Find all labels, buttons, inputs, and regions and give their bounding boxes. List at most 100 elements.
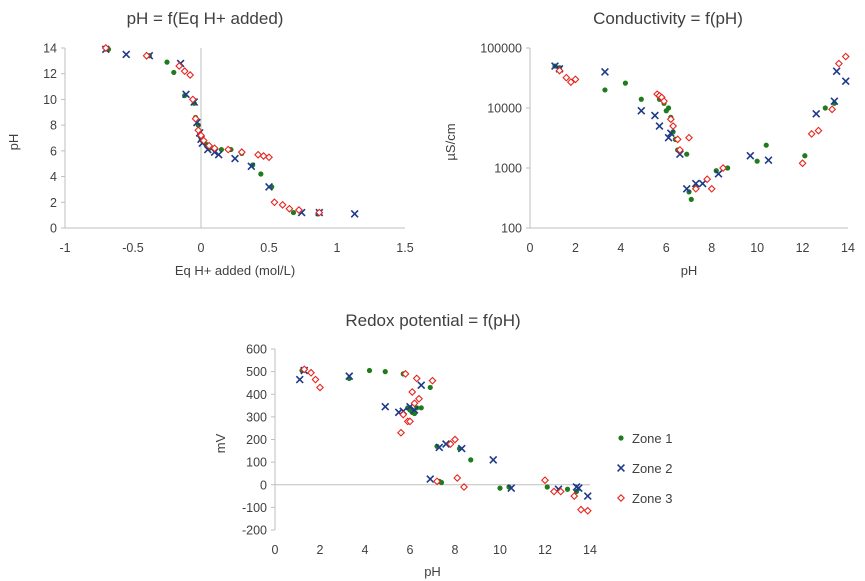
data-point bbox=[684, 151, 690, 157]
data-point bbox=[834, 59, 843, 68]
legend-item-zone-1: Zone 1 bbox=[618, 431, 672, 446]
data-point bbox=[571, 75, 580, 84]
x-tick-label: 1 bbox=[334, 241, 341, 255]
y-axis-label: µS/cm bbox=[443, 123, 458, 160]
chart-ph-vs-eq-h-added: pH = f(Eq H+ added) -1 -0.5 0 0.5 1 1.5 0 2 4 6 8 10… bbox=[6, 9, 414, 278]
x-tick-label: 10 bbox=[750, 241, 764, 255]
data-point bbox=[725, 165, 731, 171]
x-tick-label: 1.5 bbox=[396, 241, 413, 255]
legend: Zone 1 Zone 2 Zone 3 bbox=[617, 431, 672, 506]
data-point bbox=[583, 492, 592, 501]
y-tick-label: 600 bbox=[246, 343, 267, 357]
y-tick-label: 1000 bbox=[494, 162, 522, 176]
data-point bbox=[210, 144, 219, 153]
data-point bbox=[566, 78, 575, 87]
series-3 bbox=[555, 52, 850, 193]
data-point bbox=[316, 383, 324, 392]
data-point bbox=[682, 184, 691, 193]
data-point bbox=[259, 152, 268, 160]
series-1 bbox=[299, 367, 580, 495]
data-point bbox=[254, 150, 263, 159]
data-point bbox=[812, 109, 821, 118]
data-point bbox=[544, 484, 550, 490]
data-point bbox=[188, 95, 197, 104]
y-axis-label: pH bbox=[6, 134, 21, 151]
data-point bbox=[673, 135, 682, 144]
data-point bbox=[707, 184, 716, 193]
data-point bbox=[195, 122, 201, 128]
legend-item-zone-3: Zone 3 bbox=[617, 491, 672, 506]
data-point bbox=[285, 204, 294, 213]
y-tick-label: 0 bbox=[50, 222, 57, 236]
x-tick-label: 14 bbox=[841, 241, 855, 255]
x-axis-label: Eq H+ added (mol/L) bbox=[175, 263, 295, 278]
x-tick-label: 0.5 bbox=[260, 241, 277, 255]
data-point bbox=[764, 156, 773, 165]
data-point bbox=[366, 367, 373, 374]
data-point bbox=[602, 87, 608, 93]
chart-conductivity-vs-ph: Conductivity = f(pH) 0 2 4 6 8 10 12 14 100 1000 10… bbox=[443, 9, 855, 278]
data-point bbox=[428, 376, 437, 385]
data-point bbox=[814, 126, 823, 135]
y-tick-label: 0 bbox=[260, 478, 267, 492]
data-point bbox=[381, 402, 390, 411]
data-point bbox=[401, 369, 410, 378]
data-point bbox=[224, 145, 233, 154]
data-point bbox=[583, 506, 592, 515]
legend-marker bbox=[618, 435, 624, 441]
y-tick-label: 100 bbox=[501, 222, 522, 236]
x-tick-label: 0 bbox=[198, 241, 205, 255]
data-point bbox=[666, 129, 675, 138]
data-point bbox=[142, 51, 151, 60]
x-tick-label: 0 bbox=[272, 543, 279, 557]
data-point bbox=[453, 473, 462, 482]
y-axis-label: mV bbox=[213, 433, 228, 453]
data-point bbox=[507, 484, 516, 493]
data-point bbox=[655, 122, 664, 131]
data-point bbox=[345, 372, 354, 381]
data-point bbox=[577, 505, 585, 514]
data-point bbox=[382, 369, 388, 375]
data-point bbox=[574, 484, 583, 493]
data-point bbox=[171, 69, 177, 76]
data-point bbox=[182, 90, 191, 99]
data-point bbox=[497, 485, 503, 491]
data-point bbox=[698, 179, 707, 188]
data-point bbox=[650, 111, 659, 120]
chart-title: pH = f(Eq H+ added) bbox=[127, 9, 284, 28]
x-tick-label: 2 bbox=[317, 543, 324, 557]
data-point bbox=[247, 162, 256, 171]
y-tick-label: 500 bbox=[246, 365, 267, 379]
data-point bbox=[570, 492, 579, 501]
data-point bbox=[205, 141, 214, 150]
data-point bbox=[417, 381, 426, 390]
data-point bbox=[691, 184, 700, 193]
data-point bbox=[754, 158, 760, 164]
x-tick-label: 0 bbox=[527, 241, 534, 255]
x-axis-label: pH bbox=[681, 263, 698, 278]
data-point bbox=[197, 131, 205, 140]
series-2 bbox=[551, 62, 850, 193]
data-point bbox=[435, 443, 444, 452]
data-point bbox=[180, 67, 189, 76]
data-point bbox=[675, 145, 684, 154]
legend-label: Zone 1 bbox=[632, 431, 672, 446]
data-point bbox=[270, 198, 279, 207]
y-tick-label: -100 bbox=[242, 501, 267, 515]
chart-title: Redox potential = f(pH) bbox=[345, 311, 520, 330]
data-point bbox=[573, 488, 580, 495]
data-point bbox=[295, 375, 304, 384]
data-point bbox=[555, 66, 564, 75]
data-point bbox=[408, 388, 417, 396]
data-point bbox=[258, 171, 264, 177]
data-point bbox=[300, 365, 309, 374]
data-point bbox=[237, 148, 246, 157]
data-point bbox=[406, 417, 414, 426]
legend-label: Zone 2 bbox=[632, 461, 672, 476]
data-point bbox=[265, 153, 273, 162]
y-tick-label: 300 bbox=[246, 410, 267, 424]
data-point bbox=[278, 200, 287, 209]
data-point bbox=[433, 477, 441, 486]
data-point bbox=[427, 384, 433, 391]
